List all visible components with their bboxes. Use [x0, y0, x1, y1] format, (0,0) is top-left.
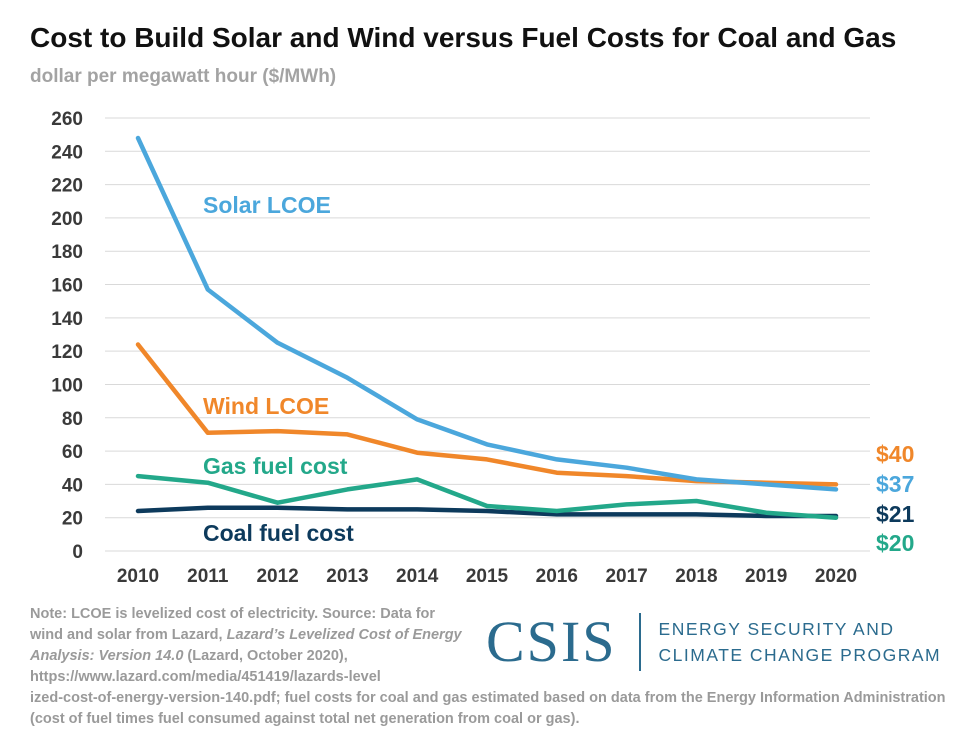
y-tick-label: 160 [51, 276, 83, 297]
y-tick-label: 260 [51, 109, 83, 130]
x-tick-label: 2015 [466, 566, 509, 587]
grid-lines [105, 117, 870, 552]
y-tick-label: 100 [51, 375, 83, 396]
x-tick-label: 2016 [536, 566, 578, 587]
series-lines [135, 135, 839, 520]
series-label-wind: Wind LCOE [203, 393, 329, 419]
x-tick-label: 2020 [815, 566, 857, 587]
series-labels: Solar LCOE Wind LCOE Gas fuel cost Coal fue… [203, 192, 354, 546]
note-text-after: (Lazard, October 2020), https://www.laza… [30, 648, 381, 685]
y-tick-label: 40 [62, 475, 83, 496]
note-report-title: Lazard’s Levelized Cost of Energy Analys… [30, 627, 462, 664]
y-tick-label: 20 [62, 509, 83, 530]
end-value-wind: $40 [876, 441, 914, 467]
series-line-solar [135, 135, 839, 492]
y-axis-ticks: 0 20 40 60 80 100 120 140 160 180 200 220 240 260 [51, 109, 83, 563]
end-value-gas: $20 [876, 530, 914, 556]
end-value-labels: $37 $40 $20 $21 [876, 441, 915, 556]
y-tick-label: 240 [51, 142, 83, 163]
series-label-solar: Solar LCOE [203, 192, 331, 218]
source-note: Note: LCOE is levelized cost of electric… [30, 604, 470, 688]
x-axis-ticks: 2010 2011 2012 2013 2014 2015 2016 2017 2018 2019… [117, 566, 857, 587]
y-tick-label: 220 [51, 176, 83, 197]
x-tick-label: 2018 [675, 566, 717, 587]
program-name: ENERGY SECURITY AND CLIMATE CHANGE PROGR… [659, 616, 942, 668]
program-name-line-1: ENERGY SECURITY AND [658, 619, 895, 639]
source-note-tail: ized-cost-of-energy-version-140.pdf; fue… [30, 690, 946, 727]
x-tick-label: 2012 [256, 566, 298, 587]
end-value-solar: $37 [876, 471, 914, 497]
chart-subtitle: dollar per megawatt hour ($/MWh) [30, 66, 337, 87]
csis-logo: CSIS ENERGY SECURITY AND CLIMATE CHANGE … [486, 610, 941, 674]
x-tick-label: 2011 [187, 566, 229, 587]
series-label-coal: Coal fuel cost [203, 520, 354, 546]
end-value-coal: $21 [876, 501, 915, 527]
x-tick-label: 2013 [326, 566, 368, 587]
series-line-gas [135, 473, 839, 520]
y-tick-label: 0 [72, 542, 83, 563]
series-line-coal [135, 505, 839, 519]
y-tick-label: 80 [62, 409, 83, 430]
chart-title: Cost to Build Solar and Wind versus Fuel… [30, 22, 897, 53]
y-tick-label: 200 [51, 209, 83, 230]
x-tick-label: 2017 [605, 566, 647, 587]
x-tick-label: 2019 [745, 566, 787, 587]
note-text: Note: LCOE is levelized cost of electric… [30, 606, 436, 643]
y-tick-label: 120 [51, 342, 83, 363]
csis-wordmark: CSIS [486, 609, 617, 674]
y-tick-label: 180 [51, 242, 83, 263]
y-tick-label: 140 [51, 309, 83, 330]
program-name-line-2: CLIMATE CHANGE PROGRAM [658, 645, 942, 665]
y-tick-label: 60 [62, 442, 83, 463]
logo-divider [638, 613, 641, 671]
series-label-gas: Gas fuel cost [203, 453, 348, 479]
x-tick-label: 2014 [396, 566, 439, 587]
x-tick-label: 2010 [117, 566, 159, 587]
line-chart: 0 20 40 60 80 100 120 140 160 180 200 220 240 260 201… [51, 109, 915, 587]
